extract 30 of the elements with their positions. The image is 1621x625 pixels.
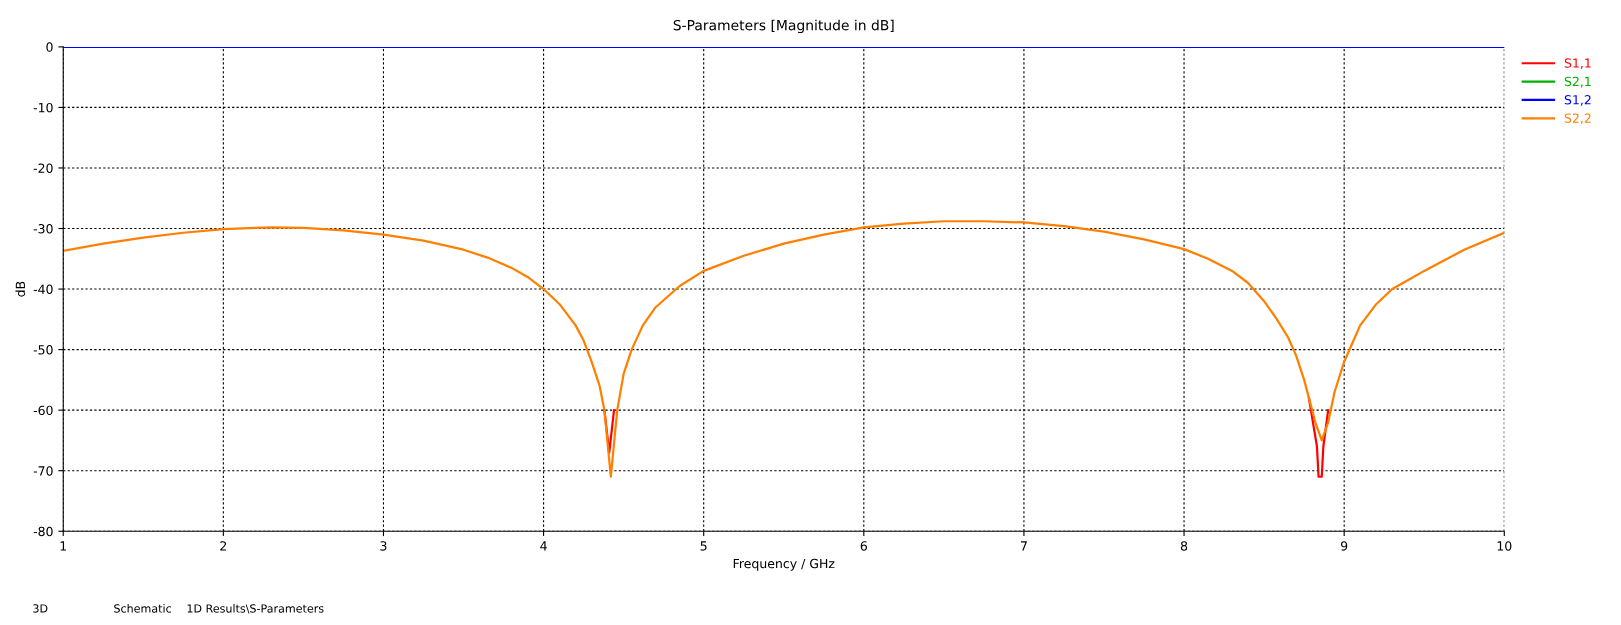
x-tick-label: 9 bbox=[1340, 541, 1348, 551]
x-tick-label: 8 bbox=[1180, 541, 1188, 551]
y-tick-label: -30 bbox=[33, 223, 53, 234]
text: 3D bbox=[33, 604, 48, 613]
legend-label: S2,1 bbox=[1564, 76, 1591, 88]
y-tick-label: -70 bbox=[33, 466, 53, 476]
x-tick-label: 2 bbox=[220, 541, 227, 551]
x-axis-title: Frequency / GHz bbox=[733, 558, 835, 571]
line-series bbox=[63, 220, 1505, 478]
y-tick-label: -80 bbox=[33, 526, 53, 537]
text: 1D Results\S-Parameters bbox=[187, 604, 324, 614]
legend-label: S2,2 bbox=[1564, 113, 1591, 125]
legend-label: S1,1 bbox=[1564, 58, 1591, 70]
text: Schematic bbox=[114, 604, 172, 613]
legend-label: S1,2 bbox=[1564, 95, 1591, 106]
x-tick-label: 7 bbox=[1020, 541, 1027, 551]
y-tick-label: -10 bbox=[33, 102, 53, 113]
x-tick-label: 5 bbox=[700, 541, 707, 551]
x-tick-label: 1 bbox=[60, 541, 67, 551]
x-tick-label: 4 bbox=[540, 541, 547, 551]
x-tick-label: 3 bbox=[380, 541, 387, 551]
y-tick-label: 0 bbox=[46, 42, 53, 52]
y-tick-label: -20 bbox=[33, 163, 53, 173]
y-tick-label: -50 bbox=[33, 345, 53, 355]
y-tick-label: -40 bbox=[33, 284, 53, 294]
x-tick-label: 10 bbox=[1497, 541, 1512, 551]
y-tick-label: -60 bbox=[33, 405, 53, 416]
y-axis-title: dB bbox=[15, 281, 26, 297]
x-tick-label: 6 bbox=[860, 541, 867, 551]
chart-title: S-Parameters [Magnitude in dB] bbox=[673, 19, 894, 34]
